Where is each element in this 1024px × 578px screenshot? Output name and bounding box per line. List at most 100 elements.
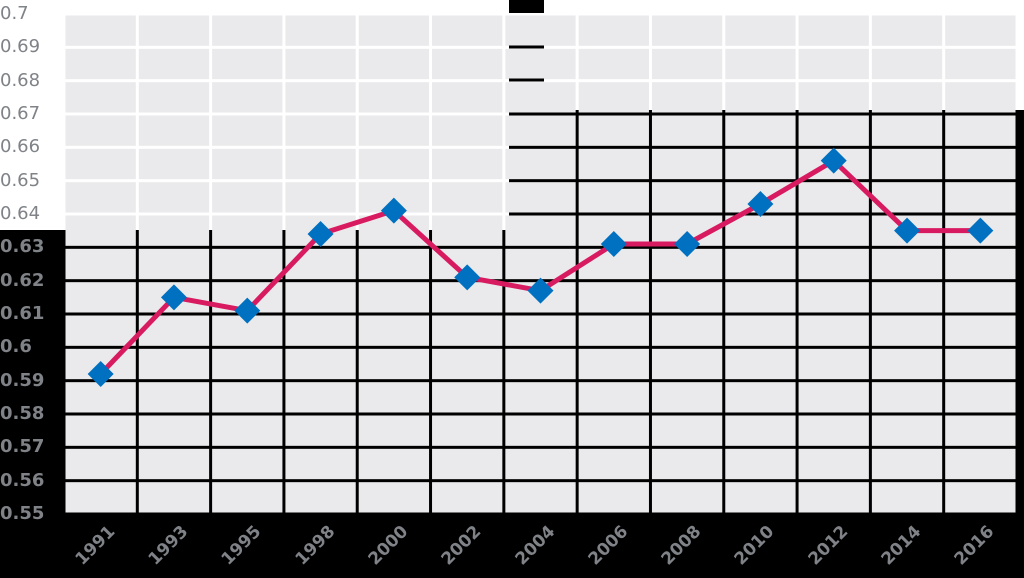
grid-cell	[212, 215, 283, 246]
grid-cell	[945, 315, 1016, 346]
grid-cell	[65, 182, 136, 213]
y-tick-label: 0.58	[0, 403, 45, 424]
grid-cell	[505, 482, 576, 513]
grid-cell	[138, 482, 210, 513]
data-point-marker	[380, 197, 407, 224]
grid-cell	[945, 482, 1016, 513]
grid-cell	[285, 448, 356, 480]
grid-cell	[945, 415, 1016, 446]
grid-cell	[138, 82, 210, 113]
grid-cell	[65, 48, 136, 80]
data-point-marker	[600, 231, 627, 257]
y-tick-label: 0.65	[0, 169, 41, 191]
grid-cell	[798, 448, 869, 480]
data-point-marker	[894, 217, 921, 244]
data-point-marker	[307, 221, 334, 247]
grid-cell	[358, 482, 430, 513]
grid-cell	[138, 182, 210, 213]
grid-cell	[212, 248, 283, 280]
grid-cell	[578, 115, 649, 146]
grid-cell	[725, 115, 796, 146]
grid-cell	[212, 448, 283, 480]
grid-cell	[65, 282, 136, 313]
data-point-marker	[87, 361, 114, 387]
grid-cell	[505, 182, 576, 213]
grid-cell	[212, 82, 283, 113]
grid-cell	[578, 48, 649, 80]
grid-cell	[285, 248, 356, 280]
grid-cell	[798, 315, 869, 346]
grid-cell	[358, 148, 430, 180]
grid-cell	[725, 15, 796, 46]
data-point-marker	[160, 284, 187, 311]
grid-cell	[358, 282, 430, 313]
grid-cell	[505, 48, 576, 80]
grid-cell	[945, 15, 1016, 46]
grid-cell	[432, 315, 503, 346]
grid-cell	[725, 82, 796, 113]
grid-cell	[65, 482, 136, 513]
grid-cell	[871, 448, 943, 480]
grid-cell	[578, 315, 649, 346]
grid-cell	[578, 348, 649, 380]
grid-cell	[798, 482, 869, 513]
grid-cell	[65, 448, 136, 480]
grid-cell	[432, 115, 503, 146]
grid-cell	[578, 415, 649, 446]
grid-cell	[432, 348, 503, 380]
grid-cell	[358, 415, 430, 446]
grid-cell	[505, 82, 576, 113]
grid-cell	[432, 182, 503, 213]
y-tick-label: 0.63	[0, 236, 45, 258]
grid-cell	[65, 115, 136, 146]
grid-cell	[358, 315, 430, 346]
data-point-marker	[747, 191, 774, 217]
grid-cell	[358, 48, 430, 80]
grid-cell	[432, 148, 503, 180]
data-point-marker	[674, 231, 701, 257]
grid-cell	[65, 315, 136, 346]
grid-cell	[358, 382, 430, 413]
grid-cell	[945, 448, 1016, 480]
grid-cell	[138, 215, 210, 246]
grid-cell	[871, 382, 943, 413]
grid-cell	[578, 182, 649, 213]
grid-cell	[65, 148, 136, 180]
grid-cell	[358, 448, 430, 480]
grid-cell	[505, 415, 576, 446]
y-tick-label: 0.57	[0, 436, 45, 458]
grid-cell	[505, 382, 576, 413]
grid-cell	[871, 482, 943, 513]
grid-cell	[725, 382, 796, 413]
grid-cell	[358, 348, 430, 380]
grid-cell	[505, 348, 576, 380]
grid-cell	[505, 215, 576, 246]
grid-cell	[65, 248, 136, 280]
grid-cell	[578, 448, 649, 480]
grid-cell	[138, 448, 210, 480]
y-tick-label: 0.56	[0, 469, 45, 491]
grid-cell	[651, 182, 723, 213]
grid-cell	[285, 48, 356, 80]
grid-cell	[871, 315, 943, 346]
grid-cell	[138, 148, 210, 180]
grid-cell	[798, 215, 869, 246]
grid-cell	[798, 415, 869, 446]
y-tick-label: 0.61	[0, 303, 45, 324]
grid-cell	[725, 348, 796, 380]
grid-cell	[945, 182, 1016, 213]
grid-cell	[798, 115, 869, 146]
grid-cell	[945, 115, 1016, 146]
grid-cell	[945, 82, 1016, 113]
data-point-marker	[527, 277, 554, 304]
grid-cell	[871, 282, 943, 313]
grid-cell	[65, 415, 136, 446]
grid-cell	[285, 315, 356, 346]
grid-cell	[725, 282, 796, 313]
grid-cell	[65, 15, 136, 46]
grid-cell	[871, 82, 943, 113]
y-tick-label: 0.66	[0, 136, 41, 158]
y-tick-label: 0.69	[0, 36, 41, 58]
grid-cell	[651, 148, 723, 180]
